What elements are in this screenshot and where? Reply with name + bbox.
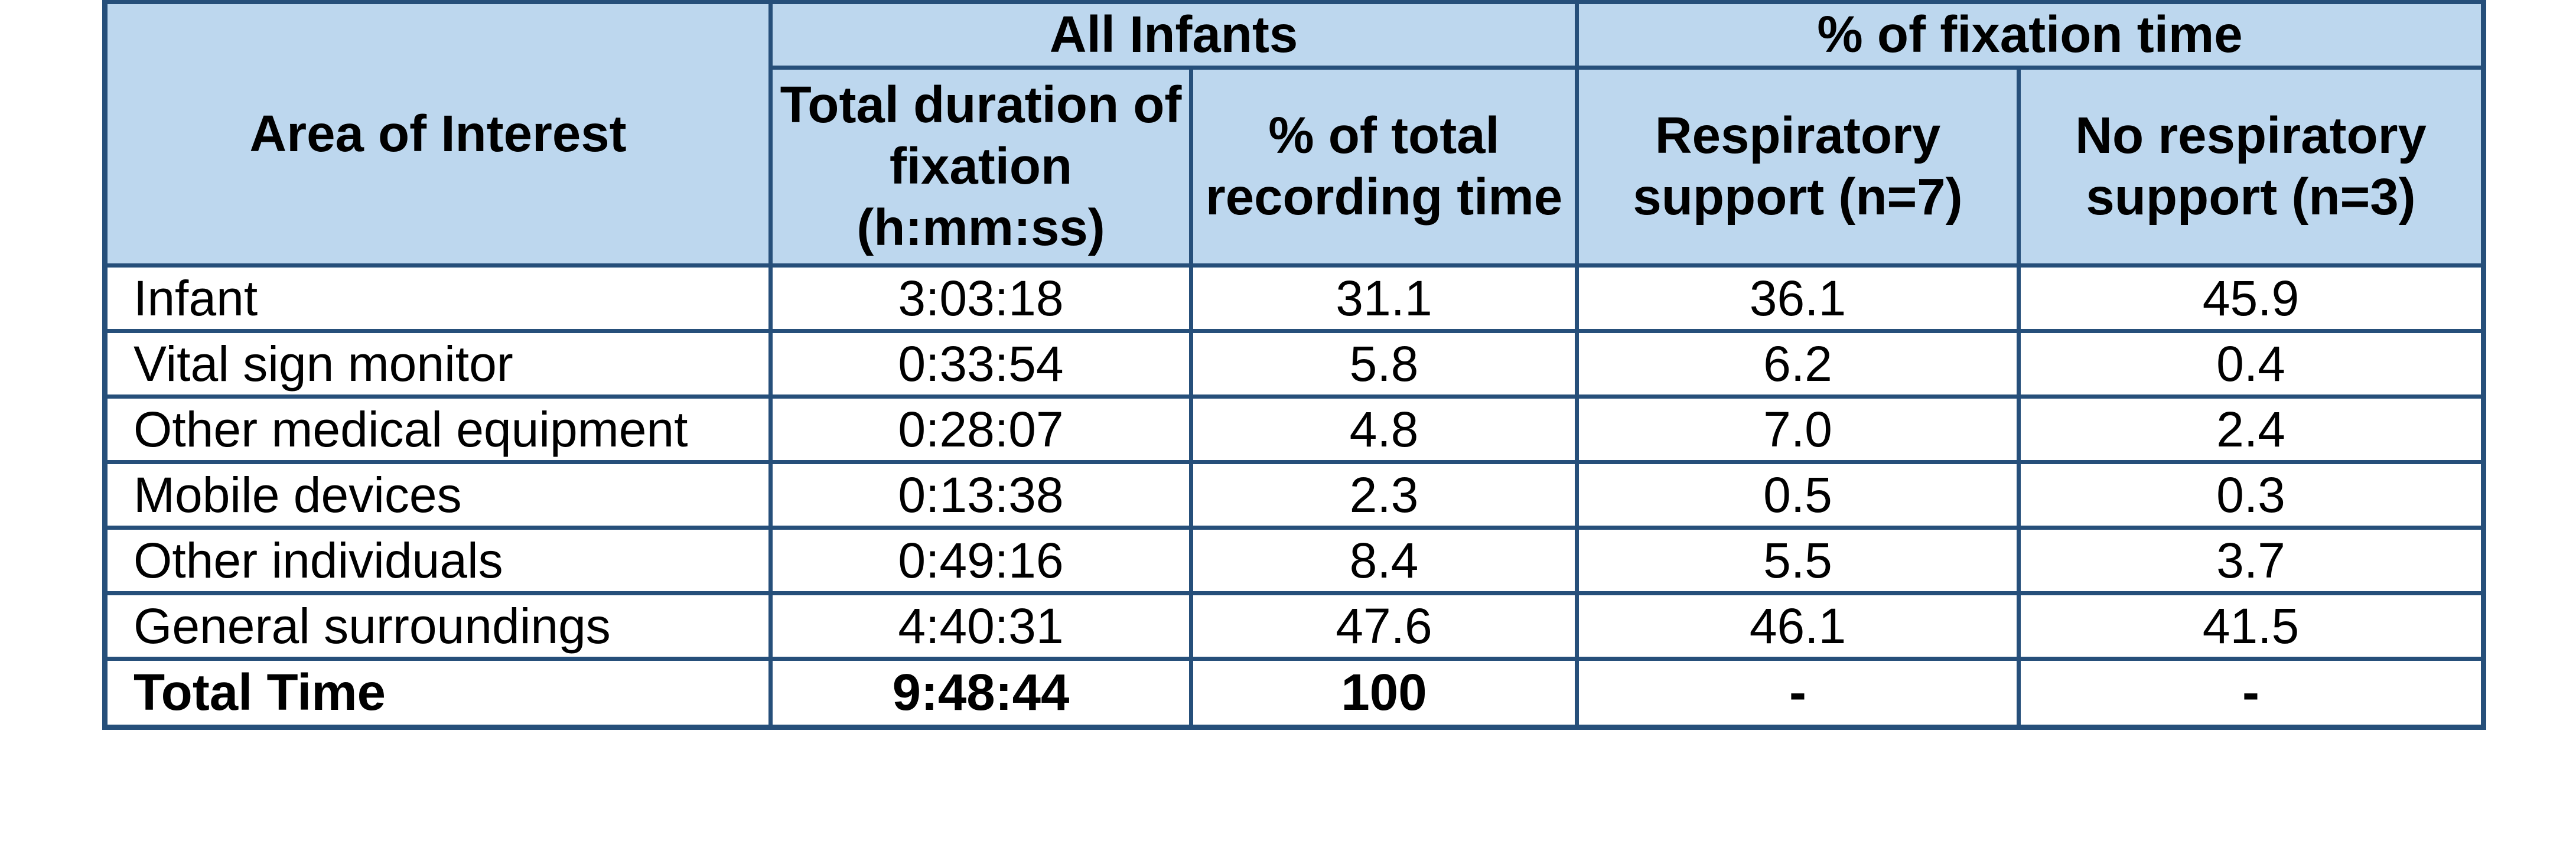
cell-no-respiratory: 0.4 <box>2017 329 2486 399</box>
cell-duration: 0:13:38 <box>768 460 1193 530</box>
header-total-duration: Total duration of fixation (h:mm:ss) <box>768 66 1193 268</box>
cell-pct-recording: 31.1 <box>1188 263 1580 333</box>
cell-pct-recording: 8.4 <box>1188 526 1580 595</box>
cell-area: Other medical equipment <box>103 394 773 464</box>
header-row-columns: Total duration of fixation (h:mm:ss) % o… <box>105 66 2486 268</box>
cell-pct-recording: 5.8 <box>1188 329 1580 399</box>
cell-no-respiratory: 2.4 <box>2017 394 2486 464</box>
cell-area: Mobile devices <box>103 460 773 530</box>
cell-respiratory: 6.2 <box>1575 329 2021 399</box>
cell-pct-recording: 4.8 <box>1188 394 1580 464</box>
header-area-of-interest: Area of Interest <box>103 0 773 268</box>
fixation-table: Area of Interest All Infants % of fixati… <box>102 0 2487 730</box>
table-row: General surroundings 4:40:31 47.6 46.1 4… <box>103 591 2486 661</box>
cell-no-respiratory: 41.5 <box>2017 591 2486 661</box>
cell-duration: 4:40:31 <box>768 591 1193 661</box>
table-row: Other individuals 0:49:16 8.4 5.5 3.7 <box>103 526 2486 595</box>
table-row: Infant 3:03:18 31.1 36.1 45.9 <box>103 263 2486 333</box>
cell-respiratory: 7.0 <box>1575 394 2021 464</box>
cell-pct-recording: 47.6 <box>1188 591 1580 661</box>
cell-no-respiratory: 3.7 <box>2017 526 2486 595</box>
header-pct-recording: % of total recording time <box>1188 66 1580 268</box>
cell-duration: 0:49:16 <box>768 526 1193 595</box>
cell-total-respiratory: - <box>1575 657 2021 729</box>
header-no-respiratory-support: No respiratory support (n=3) <box>2017 66 2486 268</box>
header-row-groups: Area of Interest All Infants % of fixati… <box>103 0 2486 268</box>
cell-duration: 3:03:18 <box>768 263 1193 333</box>
cell-duration: 0:33:54 <box>768 329 1193 399</box>
table-body: Infant 3:03:18 31.1 36.1 45.9 Vital sign… <box>103 263 2486 729</box>
cell-no-respiratory: 0.3 <box>2017 460 2486 530</box>
cell-area: General surroundings <box>103 591 773 661</box>
cell-area: Other individuals <box>103 526 773 595</box>
cell-respiratory: 5.5 <box>1575 526 2021 595</box>
cell-respiratory: 0.5 <box>1575 460 2021 530</box>
cell-area: Vital sign monitor <box>103 329 773 399</box>
header-respiratory-support: Respiratory support (n=7) <box>1575 66 2021 268</box>
cell-respiratory: 46.1 <box>1575 591 2021 661</box>
table-header: Area of Interest All Infants % of fixati… <box>103 0 2486 268</box>
cell-total-no-respiratory: - <box>2017 657 2486 729</box>
total-row: Total Time 9:48:44 100 - - <box>103 657 2486 729</box>
table-row: Mobile devices 0:13:38 2.3 0.5 0.3 <box>103 460 2486 530</box>
header-group-all-infants: All Infants <box>768 0 1580 70</box>
cell-total-duration: 9:48:44 <box>768 657 1193 729</box>
cell-total-label: Total Time <box>103 657 773 729</box>
table-row: Vital sign monitor 0:33:54 5.8 6.2 0.4 <box>103 329 2486 399</box>
cell-total-pct-recording: 100 <box>1188 657 1580 729</box>
cell-respiratory: 36.1 <box>1575 263 2021 333</box>
table-row: Other medical equipment 0:28:07 4.8 7.0 … <box>103 394 2486 464</box>
cell-no-respiratory: 45.9 <box>2017 263 2486 333</box>
cell-pct-recording: 2.3 <box>1188 460 1580 530</box>
cell-duration: 0:28:07 <box>768 394 1193 464</box>
cell-area: Infant <box>103 263 773 333</box>
header-group-fixation-pct: % of fixation time <box>1575 0 2486 70</box>
